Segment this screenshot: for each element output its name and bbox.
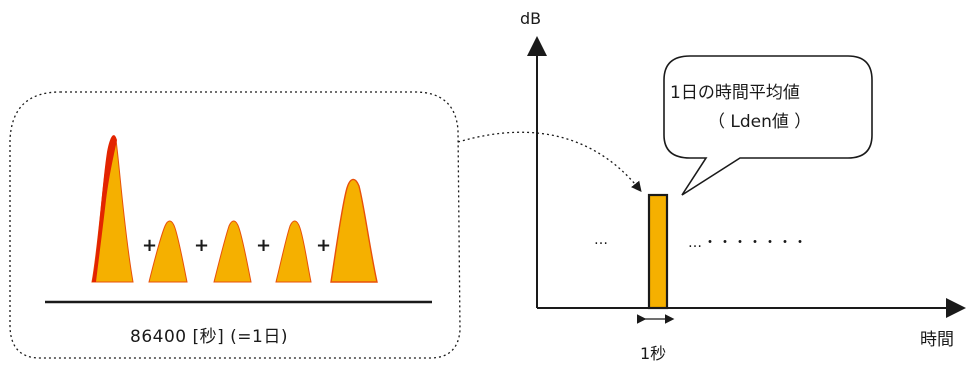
dotted-connector-arrow xyxy=(457,131,642,193)
bar-duration-label: 1秒 xyxy=(640,344,667,363)
total-duration-label: 86400 [秒] (=1日) xyxy=(130,327,288,347)
callout-bubble xyxy=(663,55,873,196)
sound-peak-1 xyxy=(91,135,134,283)
callout-title: 1日の時間平均値 xyxy=(670,83,800,103)
sound-peak-3 xyxy=(213,220,252,283)
dotted-boundary xyxy=(9,91,461,359)
sound-peak-2 xyxy=(148,220,188,283)
plus-sign-3: + xyxy=(256,235,271,256)
continuation-dots-right: …・・・・・・・ xyxy=(688,235,808,251)
sound-peak-4 xyxy=(275,220,312,283)
one-second-bar xyxy=(647,193,669,310)
callout-subtitle: （ Lden値 ） xyxy=(708,112,812,132)
plus-sign-4: + xyxy=(316,235,331,256)
plus-sign-2: + xyxy=(194,235,209,256)
continuation-dots-left: … xyxy=(594,232,609,248)
plus-sign-1: + xyxy=(142,235,157,256)
x-axis-label: 時間 xyxy=(920,330,954,350)
y-axis-label: dB xyxy=(520,9,542,28)
sound-peak-5 xyxy=(330,178,378,283)
